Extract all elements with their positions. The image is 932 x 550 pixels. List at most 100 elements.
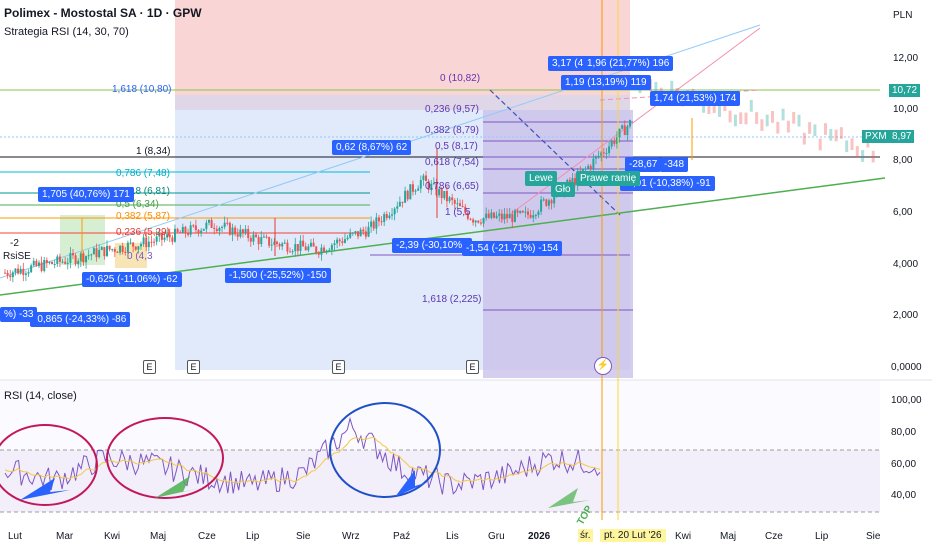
candle-body	[142, 237, 145, 245]
candle-body	[427, 181, 430, 190]
measure-box[interactable]: -1,500 (-25,52%) -150	[225, 268, 331, 283]
measure-box[interactable]: -0,865 (-24,33%) -86	[30, 312, 131, 327]
candle-body	[260, 237, 263, 245]
measure-box[interactable]: -0,625 (-11,06%) -62	[82, 272, 182, 287]
candle-body	[270, 244, 273, 246]
candle-body	[448, 197, 451, 202]
strategy-label[interactable]: Strategia RSI (14, 30, 70)	[4, 26, 129, 38]
fib-label: 0,618 (6,81)	[116, 186, 170, 197]
candle-body	[487, 213, 490, 218]
time-tick: 2026	[528, 531, 551, 542]
candle-body	[315, 246, 318, 253]
candle-body	[529, 214, 532, 218]
earnings-marker[interactable]: E	[187, 360, 200, 374]
candle-body	[370, 221, 373, 227]
projected-candle	[786, 120, 790, 133]
candle-body	[503, 213, 506, 220]
price-tick: 2,000	[893, 310, 919, 321]
earnings-marker[interactable]: E	[143, 360, 156, 374]
rsi-tick: 100,00	[891, 395, 922, 406]
pattern-label-right-shoulder[interactable]: Prawe ramię	[576, 171, 641, 186]
measure-box[interactable]: -28,67	[625, 157, 662, 172]
pattern-label-head[interactable]: Gło	[551, 182, 575, 197]
rsi-band	[0, 450, 880, 512]
candle-body	[239, 229, 242, 237]
projected-candle	[808, 122, 812, 134]
rsi-arrow-green-1	[155, 476, 200, 498]
candle-body	[64, 261, 67, 264]
candle-body	[568, 179, 571, 184]
rsi-tick: 40,00	[891, 490, 917, 501]
measure-box[interactable]: -0,91 (-10,38%) -91	[620, 176, 715, 191]
candle-body	[265, 236, 268, 238]
projected-candle	[871, 150, 875, 163]
candle-body	[286, 242, 289, 252]
measure-box[interactable]: 3,17 (4	[548, 56, 588, 71]
time-tick: Lut	[8, 531, 22, 542]
candle-body	[553, 196, 556, 204]
measure-box[interactable]: 1,19 (13,19%) 119	[561, 75, 651, 90]
candle-body	[445, 191, 448, 202]
candle-body	[527, 211, 530, 215]
candle-body	[508, 214, 511, 219]
candle-body	[309, 242, 312, 247]
candle-body	[113, 249, 116, 252]
candle-body	[171, 237, 174, 242]
earnings-marker[interactable]: E	[466, 360, 479, 374]
candle-body	[236, 234, 239, 237]
candle-body	[482, 218, 485, 224]
earnings-marker[interactable]: E	[332, 360, 345, 374]
candle-body	[56, 256, 59, 265]
candle-body	[411, 184, 414, 192]
candle-body	[547, 200, 550, 206]
candle-body	[430, 183, 433, 190]
candle-body	[139, 244, 142, 247]
candle-body	[323, 247, 326, 253]
candle-body	[571, 178, 574, 184]
price-tick: 6,00	[893, 207, 913, 218]
candle-body	[111, 249, 114, 251]
candle-body	[51, 261, 54, 265]
candle-body	[95, 248, 98, 258]
candle-body	[338, 239, 341, 242]
candle-body	[343, 239, 346, 243]
projected-candle	[776, 121, 780, 134]
measure-box[interactable]: 0,62 (8,67%) 62	[332, 140, 412, 155]
lightning-icon[interactable]: ⚡	[594, 357, 612, 375]
time-tick: Maj	[150, 531, 167, 542]
time-tick: Wrz	[342, 531, 360, 542]
candle-body	[406, 190, 409, 200]
measure-box[interactable]: 1,705 (40,76%) 171	[38, 187, 134, 202]
candle-body	[513, 210, 516, 222]
candle-body	[45, 260, 48, 264]
candle-body	[451, 197, 454, 201]
measure-box[interactable]: 1,74 (21,53%) 174	[650, 91, 741, 106]
candle-body	[22, 268, 25, 275]
rsise-value: -2	[10, 238, 19, 249]
candle-body	[461, 206, 464, 208]
candle-body	[312, 242, 315, 247]
candle-body	[30, 265, 33, 273]
measure-box[interactable]: %) -33	[0, 307, 38, 322]
candle-body	[215, 228, 218, 232]
candle-body	[200, 230, 203, 234]
rsi-ellipse-3	[329, 402, 441, 498]
projected-candle	[813, 124, 817, 137]
rsi-title[interactable]: RSI (14, close)	[4, 390, 77, 402]
candle-body	[121, 245, 124, 252]
measure-box[interactable]: -2,39 (-30,10% -	[392, 238, 473, 253]
candle-body	[66, 262, 69, 264]
candle-body	[244, 229, 247, 233]
rsi-tick: 80,00	[891, 427, 917, 438]
candle-body	[367, 226, 370, 237]
pattern-label-left-shoulder[interactable]: Lewe	[525, 171, 557, 186]
candle-body	[40, 262, 43, 271]
measure-box[interactable]: -348	[660, 157, 689, 172]
measure-box[interactable]: -1,54 (-21,71%) -154	[462, 241, 563, 256]
candle-body	[218, 227, 221, 232]
candle-body	[181, 226, 184, 234]
measure-box[interactable]: 1,96 (21,77%) 196	[583, 56, 674, 71]
candle-body	[351, 232, 354, 234]
